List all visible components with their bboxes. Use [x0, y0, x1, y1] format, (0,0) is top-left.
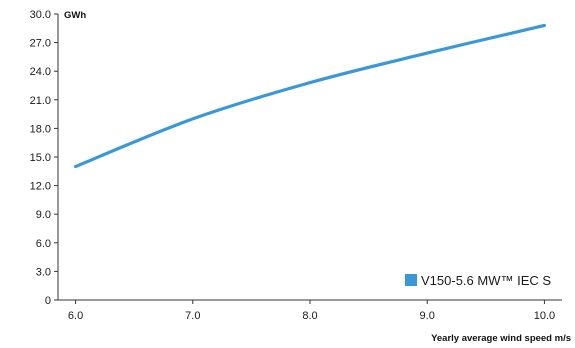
y-tick-label: 27.0: [30, 38, 51, 50]
series-line: [73, 23, 547, 169]
y-axis-label: GWh: [64, 10, 86, 21]
y-tick-label: 12.0: [30, 181, 51, 193]
x-axis-label: Yearly average wind speed m/s: [431, 333, 571, 344]
x-tick-label: 6.0: [68, 310, 83, 322]
y-tick-label: 9.0: [36, 209, 51, 221]
y-tick-label: 21.0: [30, 95, 51, 107]
y-ticks: 0 3.0 6.0 9.0 12.0 15.0 18.0 21.0 24.0 27.0 30.0: [30, 9, 58, 307]
x-tick-label: 9.0: [420, 310, 435, 322]
y-tick-label: 15.0: [30, 152, 51, 164]
y-tick-label: 0: [45, 295, 51, 307]
x-ticks: 6.0 7.0 8.0 9.0 10.0: [68, 300, 555, 322]
legend-swatch: [405, 274, 417, 286]
legend: V150-5.6 MW™ IEC S: [405, 273, 551, 288]
legend-label: V150-5.6 MW™ IEC S: [421, 273, 551, 288]
y-tick-label: 6.0: [36, 238, 51, 250]
x-tick-label: 10.0: [534, 310, 555, 322]
x-tick-label: 7.0: [185, 310, 200, 322]
y-tick-label: 24.0: [30, 66, 51, 78]
y-tick-label: 18.0: [30, 123, 51, 135]
y-tick-label: 30.0: [30, 9, 51, 21]
x-tick-label: 8.0: [302, 310, 317, 322]
series: [73, 23, 547, 169]
y-tick-label: 3.0: [36, 266, 51, 278]
